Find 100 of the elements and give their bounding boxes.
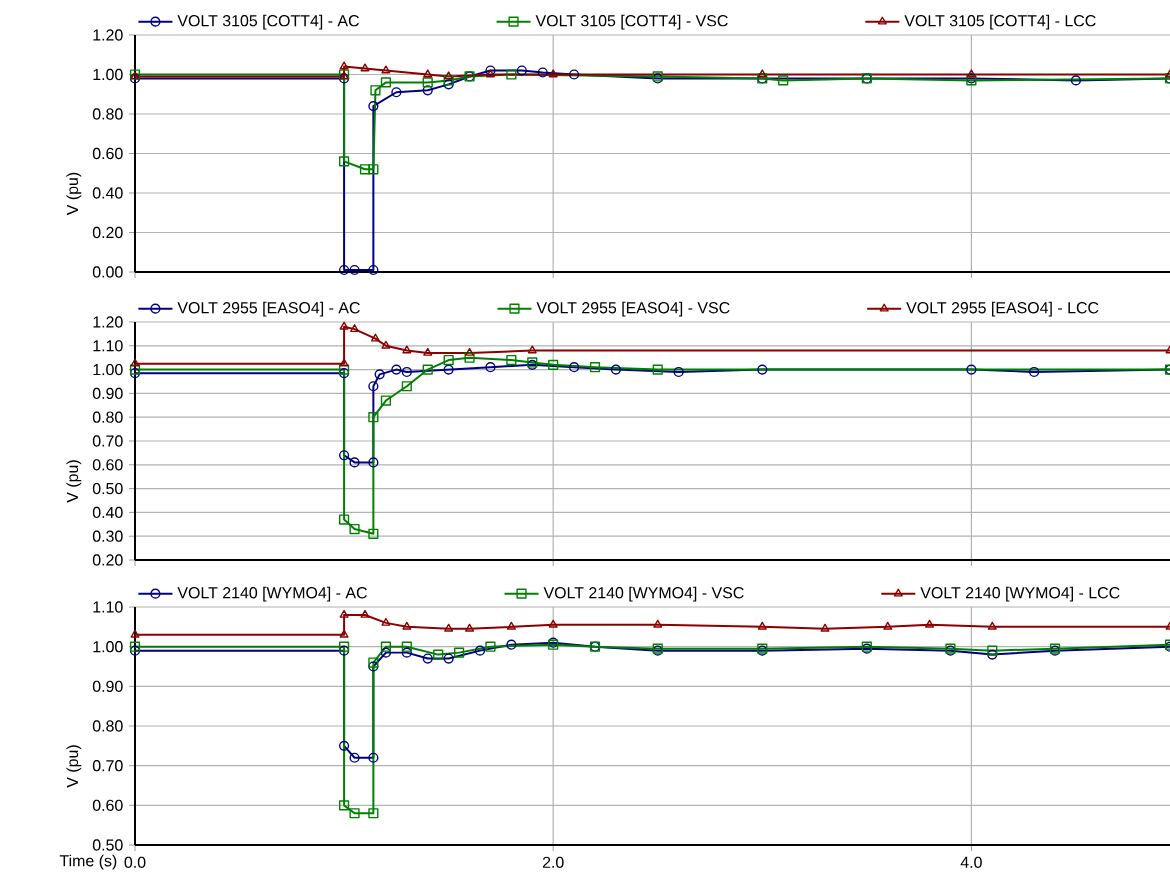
y-tick-label: 0.60 <box>92 459 123 471</box>
point <box>422 364 433 375</box>
point <box>339 609 349 618</box>
point <box>465 347 475 356</box>
x-axis-title: Time (s) <box>59 854 117 870</box>
point <box>422 85 433 96</box>
point <box>506 639 517 650</box>
point <box>443 653 454 664</box>
point <box>368 164 379 175</box>
point <box>339 740 350 751</box>
point <box>380 647 392 658</box>
point <box>370 333 380 342</box>
point <box>339 61 349 70</box>
y-tick-label: 0.30 <box>92 530 123 542</box>
point <box>548 69 558 78</box>
point <box>485 362 496 373</box>
point <box>443 354 454 366</box>
point <box>130 358 140 367</box>
point <box>548 619 558 628</box>
legend-label: VOLT 2140 [WYMO4] - AC <box>177 586 367 602</box>
x-tick-label: 4.0 <box>960 856 982 868</box>
point <box>339 321 349 330</box>
y-tick-label: 1.10 <box>93 601 123 613</box>
point <box>391 364 402 375</box>
point <box>368 528 379 539</box>
point <box>368 457 379 468</box>
point <box>402 621 412 630</box>
point <box>506 69 517 80</box>
point <box>339 368 350 379</box>
point <box>129 641 141 652</box>
y-tick-label: 0.50 <box>92 482 123 495</box>
y-axis-title: V (pu) <box>66 460 82 503</box>
point <box>883 621 893 630</box>
point <box>381 65 391 74</box>
point <box>1029 366 1040 378</box>
point <box>987 649 998 660</box>
point <box>987 621 997 630</box>
point <box>374 369 385 380</box>
y-tick-label: 0.90 <box>92 387 123 400</box>
point <box>589 362 601 373</box>
point <box>368 412 379 423</box>
point <box>444 623 454 632</box>
point <box>422 653 433 664</box>
y-tick-label: 1.00 <box>93 363 123 376</box>
point <box>537 67 548 78</box>
point <box>349 752 360 763</box>
y-axis-title: V (pu) <box>66 745 82 788</box>
point <box>339 264 350 276</box>
point <box>464 352 475 363</box>
point <box>485 69 495 78</box>
point <box>381 617 391 626</box>
point <box>401 366 412 378</box>
point <box>652 364 663 375</box>
point <box>391 87 402 98</box>
y-tick-label: 0.90 <box>92 680 123 692</box>
point <box>423 69 433 78</box>
y-tick-label: 0.40 <box>92 187 123 199</box>
point <box>349 457 360 468</box>
point <box>349 264 360 276</box>
point <box>339 358 349 367</box>
point <box>401 647 412 658</box>
point <box>350 324 360 333</box>
point <box>381 340 391 349</box>
point <box>129 645 141 656</box>
point <box>966 69 976 78</box>
point <box>129 73 141 84</box>
point <box>368 100 379 112</box>
point <box>339 629 349 638</box>
y-tick-label: 0.70 <box>92 435 123 447</box>
point <box>339 800 350 811</box>
legend-label: VOLT 2955 [EASO4] - LCC <box>906 301 1099 317</box>
point <box>359 164 371 175</box>
point <box>516 65 527 76</box>
point <box>130 629 140 638</box>
point <box>1070 75 1082 86</box>
y-tick-label: 0.80 <box>92 108 123 120</box>
point <box>368 661 379 672</box>
point <box>339 514 350 525</box>
point <box>966 364 977 375</box>
point <box>673 366 684 378</box>
point <box>368 657 379 668</box>
point <box>349 523 360 535</box>
y-tick-label: 0.60 <box>92 799 123 811</box>
y-axis-title: V (pu) <box>66 172 82 216</box>
y-tick-label: 1.00 <box>93 68 123 81</box>
point <box>423 347 433 356</box>
point <box>474 645 486 656</box>
point <box>443 75 454 86</box>
point <box>444 71 454 80</box>
point <box>454 647 465 658</box>
point <box>443 364 454 375</box>
y-tick-label: 1.00 <box>93 641 123 653</box>
legend-label: VOLT 2955 [EASO4] - VSC <box>536 301 730 317</box>
y-tick-label: 1.20 <box>93 316 123 328</box>
point <box>653 619 663 628</box>
legend-label: VOLT 3105 [COTT4] - AC <box>177 14 359 30</box>
point <box>360 609 370 618</box>
legend-label: VOLT 3105 [COTT4] - VSC <box>535 14 728 30</box>
point <box>987 645 998 656</box>
legend-label: VOLT 2140 [WYMO4] - VSC <box>543 586 744 602</box>
